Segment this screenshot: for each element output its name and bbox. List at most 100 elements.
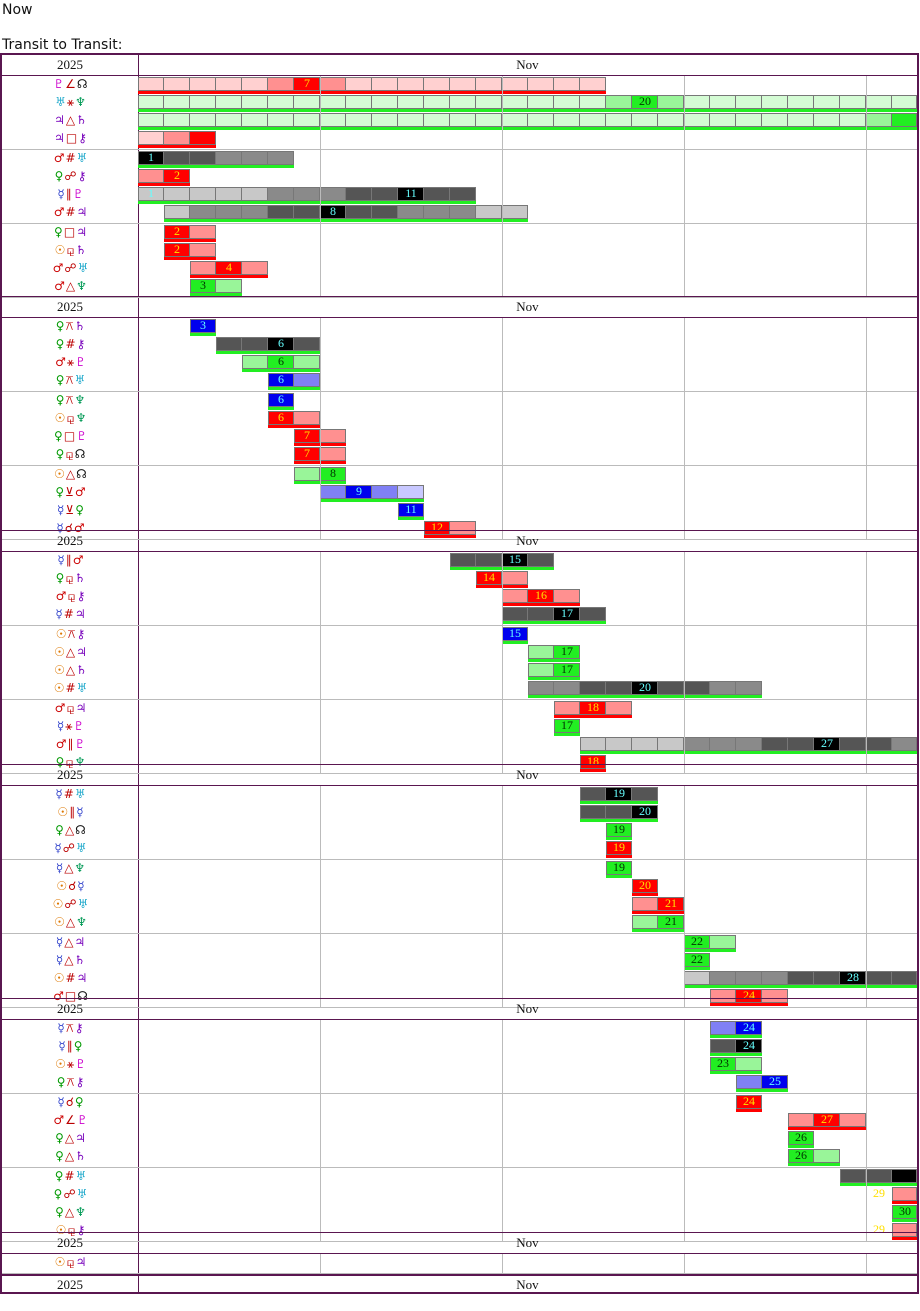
peak-day-label: 28 xyxy=(847,970,859,984)
planet-glyph: ♆ xyxy=(74,755,87,769)
aspect-bar[interactable]: 18 xyxy=(554,701,632,718)
peak-day-label: 6 xyxy=(278,392,284,406)
bar-cell xyxy=(736,737,762,751)
aspect-bar[interactable]: 6 xyxy=(268,411,320,428)
aspect-bar[interactable]: 17 xyxy=(528,645,580,662)
aspect-bar[interactable]: 11 1 xyxy=(138,187,476,204)
aspect-label: ☿☍♅ xyxy=(2,841,140,856)
planet-glyph: ♇ xyxy=(75,1057,87,1071)
aspect-bar[interactable]: 6 xyxy=(268,393,294,410)
bar-cell xyxy=(840,1169,866,1183)
aspect-bar[interactable]: 19 xyxy=(606,823,632,840)
aspect-bar[interactable]: 3 xyxy=(190,279,242,296)
aspect-bar[interactable]: 2 xyxy=(164,225,216,242)
aspect-bar[interactable]: 2 xyxy=(138,169,190,186)
aspect-bar[interactable]: 9 xyxy=(320,485,424,502)
bar-cell xyxy=(814,1149,840,1163)
aspect-bar[interactable]: 27 xyxy=(788,1113,866,1130)
planet-glyph: ♀ xyxy=(55,1205,65,1219)
week-line xyxy=(866,318,867,391)
planet-glyph: ☿ xyxy=(57,187,66,201)
aspect-bar[interactable]: 19 xyxy=(580,787,658,804)
aspect-bar[interactable]: 15 xyxy=(502,627,528,644)
aspect-bar[interactable]: 18 xyxy=(580,755,606,772)
bar-cell xyxy=(320,485,346,499)
aspect-bar[interactable]: 27 xyxy=(580,737,917,754)
aspect-label: ☿∥♇ xyxy=(2,187,140,202)
aspect-bar[interactable]: 14 xyxy=(476,571,528,588)
aspect-bar[interactable]: 20 xyxy=(632,879,658,896)
aspect-bar[interactable]: 6 xyxy=(216,337,320,354)
aspect-bar[interactable]: 26 xyxy=(788,1131,814,1148)
aspect-bar[interactable]: 8 xyxy=(164,205,528,222)
bar-cell xyxy=(580,77,606,91)
bar-cell xyxy=(190,151,216,165)
aspect-bar[interactable]: 7 xyxy=(138,77,606,94)
aspect-bar[interactable]: 17 xyxy=(502,607,606,624)
week-line xyxy=(320,1254,321,1273)
aspect-bar[interactable]: 20 xyxy=(138,95,917,112)
aspect-bar[interactable]: 24 xyxy=(736,1095,762,1112)
week-line xyxy=(684,76,685,149)
aspect-bar[interactable]: 21 xyxy=(632,897,684,914)
aspect-bar[interactable]: 1 xyxy=(138,151,294,168)
aspect-bar[interactable]: 25 xyxy=(736,1075,788,1092)
aspect-label: ☿∥♂ xyxy=(2,553,140,568)
aspect-bar[interactable]: 4 xyxy=(190,261,268,278)
aspect-bar[interactable]: 22 xyxy=(684,953,710,970)
bar-cell xyxy=(320,187,346,201)
bar-cell xyxy=(580,607,606,621)
bar-cell xyxy=(294,447,320,461)
aspect-bar[interactable]: 17 xyxy=(554,719,580,736)
planet-glyph: ♂ xyxy=(54,279,66,293)
aspect-bar[interactable]: 11 xyxy=(398,503,424,520)
group-divider xyxy=(2,859,917,860)
peak-day-label: 27 xyxy=(821,736,833,750)
aspect-bar[interactable]: 24 xyxy=(710,1039,762,1056)
aspect-bar[interactable]: 23 xyxy=(710,1057,762,1074)
aspect-bar[interactable]: 24 xyxy=(710,1021,762,1038)
aspect-bar[interactable]: 19 xyxy=(606,841,632,858)
bar-cell xyxy=(242,151,268,165)
aspect-bar[interactable]: 17 xyxy=(528,663,580,680)
aspect-bar[interactable]: 19 xyxy=(606,861,632,878)
bar-cell xyxy=(450,553,476,567)
aspect-bar[interactable]: 6 xyxy=(242,355,320,372)
group-divider xyxy=(2,773,917,774)
week-line xyxy=(684,934,685,1007)
aspect-bar[interactable]: 21 xyxy=(632,915,684,932)
aspect-glyph: # xyxy=(65,971,77,985)
aspect-bar[interactable]: 26 xyxy=(788,1149,840,1166)
aspect-bar[interactable]: 6 xyxy=(268,373,320,390)
aspect-bar[interactable] xyxy=(138,131,216,148)
aspect-bar[interactable]: 20 xyxy=(528,681,762,698)
aspect-bar[interactable]: 2 xyxy=(164,243,216,260)
bar-cell xyxy=(736,1095,762,1109)
planet-glyph: ♇ xyxy=(76,1113,89,1127)
bar-underline xyxy=(502,641,528,644)
aspect-bar[interactable]: 20 xyxy=(580,805,658,822)
bar-cell xyxy=(398,77,424,91)
bar-cell xyxy=(216,261,242,275)
aspect-bar[interactable]: 30 xyxy=(892,1205,917,1222)
aspect-bar[interactable]: 28 xyxy=(684,971,917,988)
planet-glyph: ♀ xyxy=(55,1149,65,1163)
aspect-bar[interactable]: 22 xyxy=(684,935,736,952)
bar-cell xyxy=(138,113,164,127)
planet-glyph: ♀ xyxy=(55,485,66,499)
bar-cell xyxy=(528,95,554,109)
aspect-bar[interactable]: 24 xyxy=(710,989,788,1006)
week-line xyxy=(320,150,321,223)
aspect-bar[interactable]: 16 xyxy=(502,589,580,606)
aspect-bar[interactable] xyxy=(840,1169,917,1186)
aspect-bar[interactable]: 3 xyxy=(190,319,216,336)
bar-cell xyxy=(294,187,320,201)
peak-day-label: 25 xyxy=(769,1074,781,1088)
peak-day-label: 3 xyxy=(200,278,206,292)
aspect-bar[interactable] xyxy=(138,113,917,130)
aspect-bar[interactable]: 29 xyxy=(873,1187,917,1204)
planet-glyph: ⚷ xyxy=(76,589,87,603)
aspect-glyph: ∥ xyxy=(69,805,77,819)
bar-cell xyxy=(268,151,294,165)
bar-cell xyxy=(632,737,658,751)
